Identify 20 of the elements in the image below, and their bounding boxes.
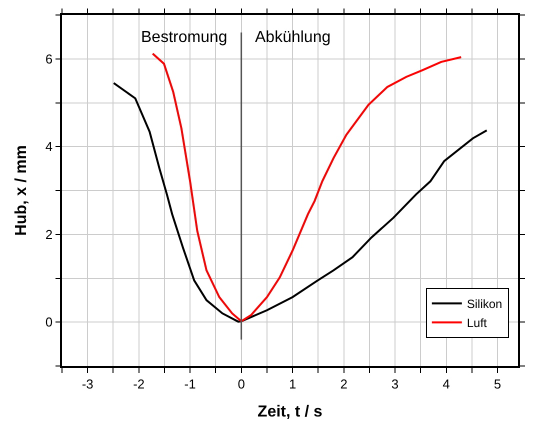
x-tick-label: -1: [184, 376, 196, 392]
x-axis-title: Zeit, t / s: [258, 404, 323, 421]
y-axis-title: Hub, x / mm: [12, 145, 30, 236]
x-tick-label: -3: [82, 376, 94, 392]
annotation: Abkühlung: [255, 29, 331, 46]
x-tick-label: 0: [238, 376, 245, 392]
annotation: Bestromung: [141, 29, 228, 46]
legend-label: Luft: [466, 316, 488, 330]
legend-label: Silikon: [466, 297, 502, 312]
line-series: [152, 52, 462, 322]
y-tick-label: 2: [45, 226, 53, 242]
x-tick-label: 5: [494, 376, 502, 392]
x-tick-label: 1: [288, 376, 296, 392]
y-tick-label: 4: [45, 139, 53, 154]
x-tick-label: -2: [133, 376, 145, 392]
y-tick-label: 6: [45, 51, 53, 66]
y-tick-label: 0: [45, 314, 53, 330]
x-tick-label: 4: [442, 376, 450, 392]
x-tick-label: 2: [340, 376, 348, 392]
x-tick-label: 3: [391, 376, 399, 392]
